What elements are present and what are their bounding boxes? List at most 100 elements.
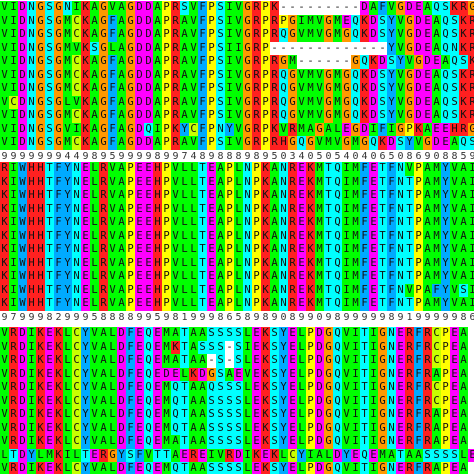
residue-cell: K	[261, 256, 270, 270]
residue-cell: 9	[144, 310, 153, 324]
residue-cell: 8	[126, 310, 135, 324]
residue-cell: T	[405, 256, 414, 270]
residue-cell: V	[0, 435, 9, 449]
residue-cell: Q	[333, 216, 342, 230]
residue-cell: H	[153, 162, 162, 176]
residue-cell: G	[54, 109, 63, 123]
residue-cell: K	[261, 462, 270, 474]
residue-cell: S	[207, 421, 216, 435]
residue-cell: T	[405, 202, 414, 216]
residue-cell: Q	[171, 421, 180, 435]
residue-cell: S	[216, 55, 225, 69]
residue-cell: C	[72, 394, 81, 408]
residue-cell: V	[0, 109, 9, 123]
residue-cell: S	[234, 394, 243, 408]
residue-cell: T	[378, 256, 387, 270]
residue-cell: A	[432, 68, 441, 82]
residue-cell: F	[54, 256, 63, 270]
residue-cell: P	[162, 175, 171, 189]
residue-cell: H	[27, 175, 36, 189]
residue-cell: I	[234, 41, 243, 55]
residue-cell: 8	[99, 310, 108, 324]
residue-cell: L	[180, 367, 189, 381]
residue-cell: V	[234, 68, 243, 82]
residue-cell: S	[234, 381, 243, 395]
residue-cell: F	[360, 216, 369, 230]
residue-cell: P	[162, 1, 171, 15]
residue-cell: V	[414, 136, 423, 150]
residue-cell: D	[405, 1, 414, 15]
residue-cell: 6	[378, 149, 387, 163]
residue-cell: L	[243, 381, 252, 395]
residue-cell: F	[414, 354, 423, 368]
residue-cell: W	[18, 162, 27, 176]
residue-cell: P	[252, 243, 261, 257]
residue-cell: E	[45, 354, 54, 368]
residue-cell: Y	[81, 354, 90, 368]
residue-cell: L	[243, 408, 252, 422]
residue-cell: G	[243, 41, 252, 55]
residue-cell: G	[99, 14, 108, 28]
residue-cell: A	[171, 327, 180, 341]
residue-cell: 8	[405, 149, 414, 163]
residue-cell: R	[405, 462, 414, 474]
residue-cell: A	[423, 216, 432, 230]
residue-cell: A	[459, 354, 468, 368]
residue-cell: V	[90, 367, 99, 381]
residue-cell: E	[135, 367, 144, 381]
residue-cell: I	[207, 448, 216, 462]
residue-cell: I	[27, 340, 36, 354]
residue-cell: G	[288, 136, 297, 150]
residue-cell: T	[378, 189, 387, 203]
residue-cell: I	[27, 354, 36, 368]
residue-cell: P	[162, 14, 171, 28]
residue-cell: N	[72, 256, 81, 270]
residue-cell: D	[414, 14, 423, 28]
residue-cell: F	[360, 162, 369, 176]
residue-cell: L	[36, 448, 45, 462]
residue-cell: G	[243, 109, 252, 123]
residue-cell: E	[351, 448, 360, 462]
residue-cell: K	[360, 14, 369, 28]
residue-cell: A	[432, 462, 441, 474]
residue-cell: E	[135, 283, 144, 297]
residue-cell: 0	[369, 149, 378, 163]
residue-cell: E	[153, 381, 162, 395]
residue-cell: L	[234, 202, 243, 216]
residue-cell: E	[153, 354, 162, 368]
residue-cell: E	[153, 327, 162, 341]
residue-cell: 0	[432, 149, 441, 163]
residue-cell: A	[216, 283, 225, 297]
residue-cell: 9	[27, 149, 36, 163]
residue-cell: R	[252, 136, 261, 150]
residue-cell: E	[153, 408, 162, 422]
residue-cell: R	[171, 82, 180, 96]
residue-cell: Y	[387, 41, 396, 55]
residue-cell: V	[297, 28, 306, 42]
residue-cell: N	[279, 256, 288, 270]
residue-cell: F	[198, 95, 207, 109]
residue-cell: Q	[441, 109, 450, 123]
residue-cell: A	[432, 95, 441, 109]
residue-cell: L	[63, 327, 72, 341]
residue-cell: 9	[189, 310, 198, 324]
residue-cell: S	[387, 55, 396, 69]
residue-cell: K	[270, 1, 279, 15]
residue-cell: E	[396, 462, 405, 474]
residue-cell: A	[459, 435, 468, 449]
residue-cell: 8	[153, 149, 162, 163]
residue-cell: D	[144, 14, 153, 28]
residue-cell: A	[270, 283, 279, 297]
residue-cell: L	[63, 408, 72, 422]
residue-cell: K	[54, 367, 63, 381]
residue-cell: Y	[441, 189, 450, 203]
residue-cell: G	[324, 394, 333, 408]
residue-cell: W	[18, 175, 27, 189]
residue-cell: D	[18, 327, 27, 341]
residue-cell: C	[432, 394, 441, 408]
residue-cell: K	[54, 327, 63, 341]
residue-cell: I	[27, 394, 36, 408]
